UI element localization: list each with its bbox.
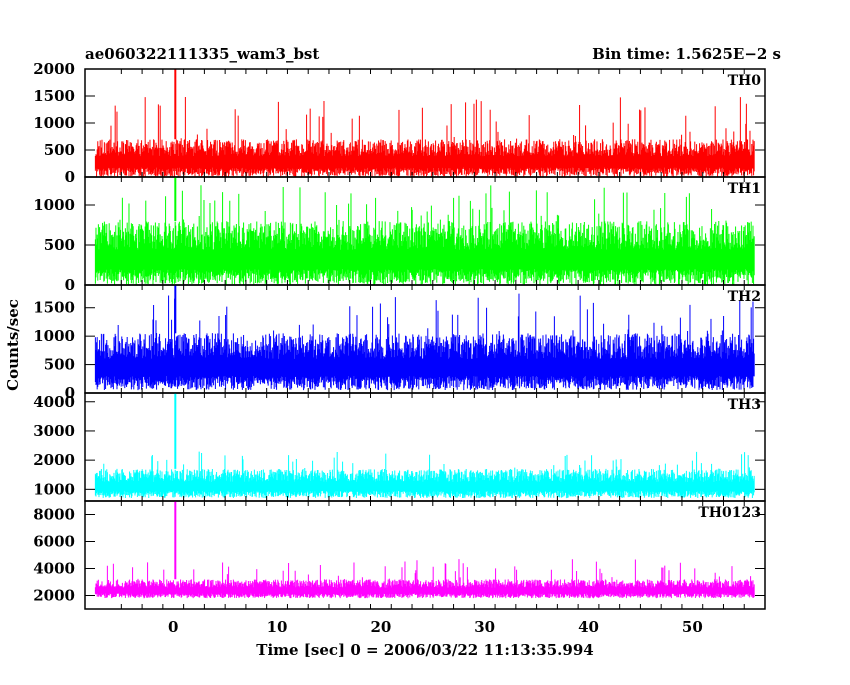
panel-frame-th0123: [84, 500, 766, 610]
y-tick-label: 500: [44, 141, 75, 159]
y-tick-label: 500: [44, 236, 75, 254]
x-tick-label: 30: [474, 618, 495, 636]
series-th0-line: [94, 96, 755, 177]
panel-label-th1: TH1: [728, 181, 761, 197]
y-tick-label: 1500: [33, 87, 75, 105]
y-tick-label: 6000: [33, 533, 75, 551]
panel-th0: 0 500 1000 1500 2000 TH0: [33, 60, 766, 186]
y-tick-label: 2000: [33, 587, 75, 605]
panel-th3: 1000 2000 3000 4000 TH3: [33, 392, 766, 502]
y-tick-label: 3000: [33, 422, 75, 440]
y-axis-label: Counts/sec: [4, 299, 22, 391]
y-tick-label: 500: [44, 356, 75, 374]
panel-label-th0123: TH0123: [698, 505, 761, 521]
x-tick-label: 0: [168, 618, 178, 636]
y-tick-label: 0: [65, 276, 75, 294]
series-th2-line: [94, 293, 755, 391]
panel-th1: 0 500 1000 TH1: [33, 176, 766, 294]
y-tick-label: 1000: [33, 327, 75, 345]
y-tick-label: 4000: [33, 560, 75, 578]
y-tick-label: 2000: [33, 60, 75, 78]
y-tick-label: 4000: [33, 393, 75, 411]
y-tick-label: 2000: [33, 451, 75, 469]
y-tick-label: 0: [65, 384, 75, 402]
series-th3-line: [94, 451, 755, 499]
series-th0123-line: [94, 559, 755, 599]
x-tick-label: 50: [682, 618, 703, 636]
bin-time-label: Bin time: 1.5625E−2 s: [592, 45, 781, 63]
y-tick-label: 1000: [33, 196, 75, 214]
panels-group: 0500100015002000TH005001000TH10500100015…: [33, 60, 766, 636]
x-tick-label: 20: [370, 618, 391, 636]
y-tick-label: 1000: [33, 114, 75, 132]
y-tick-label: 0: [65, 168, 75, 186]
panel-th2: 0 500 1000 1500 TH2: [33, 284, 766, 402]
y-tick-label: 1500: [33, 299, 75, 317]
y-tick-label: 1000: [33, 480, 75, 498]
panel-label-th2: TH2: [728, 289, 761, 305]
y-tick-label: 8000: [33, 506, 75, 524]
chart-title: ae060322111335_wam3_bst: [85, 45, 319, 63]
panel-th0123: 2000 4000 6000 8000 TH0123: [33, 500, 766, 610]
panel-label-th0: TH0: [728, 73, 762, 89]
x-tick-label: 10: [267, 618, 288, 636]
x-axis-label: Time [sec] 0 = 2006/03/22 11:13:35.994: [256, 641, 593, 659]
series-th1-line: [94, 185, 755, 285]
x-tick-label: 40: [578, 618, 599, 636]
panel-label-th3: TH3: [728, 397, 761, 413]
